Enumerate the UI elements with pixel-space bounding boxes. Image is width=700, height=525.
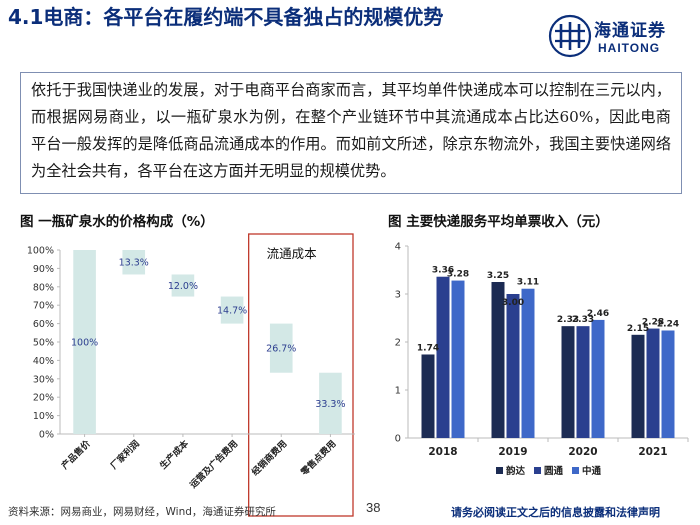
chart1-bar bbox=[122, 250, 146, 275]
chart2-bar bbox=[451, 280, 465, 438]
chart1-bar bbox=[73, 250, 96, 434]
chart1-data-label: 12.0% bbox=[168, 281, 198, 292]
haitong-logo: 海通证券 HAITONG bbox=[548, 10, 696, 62]
chart2-category-label: 2019 bbox=[498, 446, 527, 458]
chart1-data-label: 13.3% bbox=[119, 258, 149, 269]
chart2-data-label: 3.28 bbox=[447, 270, 469, 280]
chart2-data-label: 2.33 bbox=[557, 315, 579, 325]
chart1-data-label: 26.7% bbox=[266, 344, 296, 355]
chart1-waterfall: 流通成本 0% 10% 20% 30% 40% 50% 60% 70% 80% 90% 100% 100… bbox=[27, 233, 355, 517]
chart2-bar bbox=[591, 319, 605, 438]
chart1-ytick-label: 100% bbox=[27, 246, 54, 257]
chart1-ytick-label: 70% bbox=[33, 301, 54, 312]
chart1-data-label: 100% bbox=[71, 338, 98, 349]
chart1-category-label: 产品售价 bbox=[59, 437, 94, 472]
chart2-data-label: 2.15 bbox=[627, 324, 649, 334]
chart2-bar bbox=[491, 282, 505, 438]
highlight-annotation: 流通成本 bbox=[267, 246, 318, 261]
chart1-ytick-label: 80% bbox=[33, 282, 54, 293]
chart1-category-label: 生产成本 bbox=[157, 437, 192, 472]
chart1-category-label: 厂家利润 bbox=[108, 438, 142, 472]
chart2-bar bbox=[646, 328, 660, 438]
chart1-ytick-label: 30% bbox=[33, 374, 54, 385]
chart2-data-label: 3.36 bbox=[432, 266, 454, 276]
chart2-legend-swatch bbox=[534, 467, 541, 474]
chart2-ytick-label: 3 bbox=[395, 290, 401, 301]
chart1-title: 图 一瓶矿泉水的价格构成（%） bbox=[20, 214, 214, 230]
chart2-bar bbox=[421, 354, 435, 438]
source-note: 资料来源：网易商业，网易财经，Wind，海通证券研究所 bbox=[8, 506, 276, 518]
chart2-data-label: 3.11 bbox=[517, 278, 539, 288]
logo-cn-text: 海通证券 bbox=[594, 21, 666, 41]
highlight-box bbox=[248, 233, 354, 517]
haitong-emblem-icon bbox=[548, 14, 592, 58]
chart2-category-label: 2020 bbox=[568, 446, 597, 458]
chart1-ytick-label: 60% bbox=[33, 319, 54, 330]
chart1-ytick-label: 10% bbox=[33, 411, 54, 422]
chart2-bar bbox=[661, 330, 675, 438]
chart1-category-label: 经销商费用 bbox=[249, 438, 289, 478]
chart2-category-label: 2018 bbox=[428, 446, 457, 458]
chart2-ytick-label: 1 bbox=[395, 386, 401, 397]
chart2-data-label: 2.24 bbox=[657, 319, 679, 329]
chart1-bar bbox=[319, 372, 342, 434]
chart2-legend-label: 圆通 bbox=[544, 466, 564, 477]
chart1-ytick-label: 20% bbox=[33, 393, 54, 404]
chart2-bar bbox=[436, 276, 450, 438]
chart2-legend-swatch bbox=[572, 467, 579, 474]
chart2-legend-label: 中通 bbox=[582, 465, 602, 477]
chart1-ytick-label: 40% bbox=[33, 356, 54, 367]
chart1-ytick-label: 0% bbox=[39, 430, 54, 441]
chart2-bar bbox=[506, 294, 520, 438]
chart1-ytick-label: 50% bbox=[33, 338, 54, 349]
chart2-bar bbox=[561, 326, 575, 438]
chart2-legend-label: 韵达 bbox=[506, 465, 526, 477]
chart2-bar bbox=[521, 288, 535, 438]
chart2-data-label: 2.33 bbox=[572, 315, 594, 325]
page-title: 4.1电商：各平台在履约端不具备独占的规模优势 bbox=[8, 5, 444, 29]
chart2-ytick-label: 2 bbox=[395, 338, 401, 349]
chart2-title: 图 主要快递服务平均单票收入（元） bbox=[388, 214, 609, 230]
chart1-bar bbox=[220, 296, 244, 324]
chart1-bar bbox=[269, 323, 293, 373]
chart1-data-label: 33.3% bbox=[315, 399, 345, 410]
chart2-bar bbox=[631, 334, 645, 438]
chart2-data-label: 3.25 bbox=[487, 271, 509, 281]
chart2-data-label: 1.74 bbox=[417, 343, 439, 353]
chart1-data-label: 14.7% bbox=[217, 306, 247, 317]
page-number: 38 bbox=[366, 500, 381, 515]
chart2-ytick-label: 4 bbox=[395, 242, 401, 253]
disclaimer-text: 请务必阅读正文之后的信息披露和法律声明 bbox=[451, 506, 660, 519]
chart2-grouped-bar: 0 1 2 3 4 1.74 3.363.28 2018 3.25 3.00 3.11 2019 2.3… bbox=[395, 242, 689, 477]
chart1-bar bbox=[171, 274, 195, 297]
chart1-category-label: 运营及广告费用 bbox=[187, 438, 240, 491]
chart2-category-label: 2021 bbox=[638, 446, 667, 458]
chart2-bar bbox=[576, 326, 590, 438]
logo-en-text: HAITONG bbox=[598, 41, 661, 55]
chart1-ytick-label: 90% bbox=[33, 264, 54, 275]
chart2-ytick-label: 0 bbox=[395, 434, 401, 445]
chart2-data-label: 2.28 bbox=[642, 318, 664, 328]
chart2-legend-swatch bbox=[496, 467, 503, 474]
chart2-data-label: 2.46 bbox=[587, 309, 609, 319]
summary-textbox: 依托于我国快递业的发展，对于电商平台商家而言，其平均单件快递成本可以控制在三元以… bbox=[20, 72, 682, 194]
chart2-data-label: 3.00 bbox=[502, 298, 524, 308]
summary-text: 依托于我国快递业的发展，对于电商平台商家而言，其平均单件快递成本可以控制在三元以… bbox=[31, 81, 671, 180]
chart1-category-label: 零售点费用 bbox=[298, 438, 339, 479]
